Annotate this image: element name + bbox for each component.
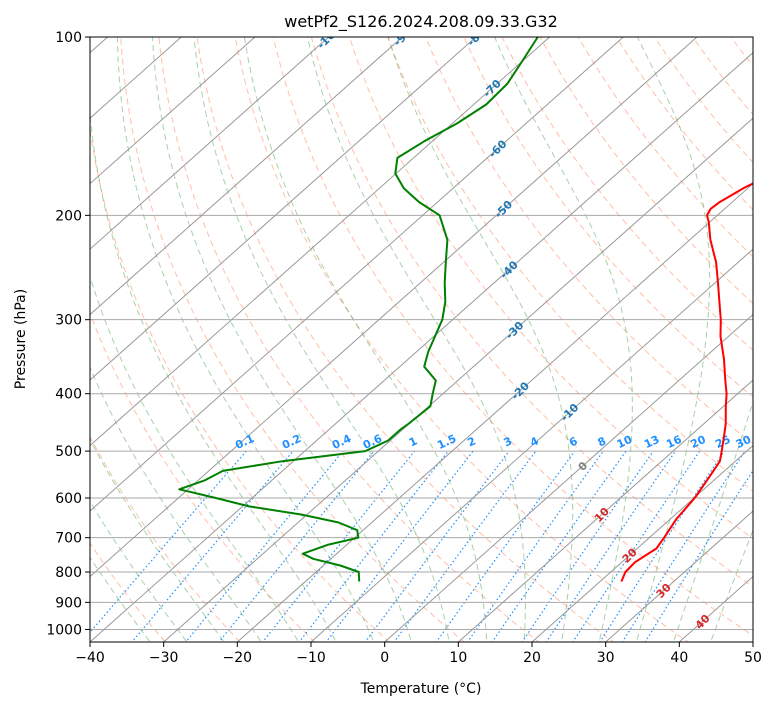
isotherm-line [90,37,330,250]
moist-adiabat-line [90,500,188,642]
mixing-ratio-line [644,469,753,642]
mixing-ratio-label: 20 [689,433,709,451]
isotherm-label: -90 [391,25,414,48]
dry-adiabat-line [501,37,753,351]
plot-frame [89,36,754,643]
isotherm-line [162,117,753,642]
dry-adiabat-line [349,37,753,540]
moist-adiabat-line [635,37,711,642]
sounding-series [178,37,753,582]
isotherm-gridlines [90,37,753,642]
mixing-ratio-line [261,450,416,642]
y-tick-label: 700 [55,531,82,547]
moist-adiabat-line [243,37,488,642]
mixing-ratio-label: 30 [734,433,754,451]
dry-adiabat-line [90,542,167,642]
moist-adiabat-line [90,366,262,642]
moist-adiabats [90,37,753,642]
x-tick-label: −10 [296,650,326,666]
x-tick-label: −30 [149,650,179,666]
dry-adiabat-line [577,37,753,258]
x-tick-label: −40 [75,650,105,666]
dry-adiabat-line [90,435,241,642]
y-axis-ticks: 100 200 300 400 500 600 700 800 900 1000 [46,30,90,638]
moist-adiabat-line [90,438,225,642]
isotherm-line [90,37,256,185]
x-tick-label: 10 [449,650,467,666]
x-tick-label: 40 [670,650,688,666]
mixing-ratio-line [545,450,676,642]
moist-adiabat-line [90,556,151,642]
y-tick-label: 400 [55,387,82,403]
isotherm-line [531,444,753,642]
mixing-ratio-line [621,450,746,642]
moist-adiabat-line [710,528,753,642]
moist-adiabat-line [90,108,337,642]
dry-adiabat-line [196,37,615,642]
isotherm-line [90,51,753,642]
chart-title: wetPf2_S126.2024.208.09.33.G32 [284,12,558,32]
x-tick-label: 30 [597,650,615,666]
x-axis-label: Temperature (°C) [360,681,482,697]
isotherm-line [90,37,404,316]
mixing-ratio-line [90,450,247,634]
mixing-ratio-label: 10 [615,433,635,451]
dry-adiabat-line [234,37,690,642]
mixing-ratio-line [131,450,294,642]
x-tick-label: 0 [380,650,389,666]
moist-adiabat-line [494,37,633,642]
x-tick-label: 20 [523,650,541,666]
dewpoint-profile-line [178,37,539,582]
isotherm-line [604,510,753,642]
isotherm-line [90,37,698,578]
y-axis-label: Pressure (hPa) [13,289,29,389]
isotherm-line [90,37,477,381]
mixing-ratio-label: 13 [642,433,661,451]
moist-adiabat-line [151,37,412,642]
dry-adiabat-line [272,37,753,637]
y-tick-label: 100 [55,30,82,46]
y-tick-label: 600 [55,491,82,507]
isotherm-line [90,37,625,512]
dry-adiabat-line [90,125,391,642]
isotherm-line [310,248,753,642]
moist-adiabat-line [306,37,526,642]
y-tick-label: 800 [55,565,82,581]
y-tick-label: 500 [55,444,82,460]
dry-adiabats [90,37,753,642]
dry-adiabat-line [120,37,465,642]
mixing-ratio-line [218,450,375,642]
dry-adiabat-line [90,311,316,642]
x-axis-ticks: −40 −30 −20 −10 0 10 20 30 40 50 [75,642,762,666]
y-tick-label: 1000 [46,622,82,638]
plot-area: -100 -90 -80-70-60-50-40-30-20-10010203040… [90,25,754,642]
mixing-ratio-line [364,450,510,642]
y-tick-label: 900 [55,595,82,611]
isotherm-line [236,182,753,642]
moist-adiabat-line [673,400,753,642]
dry-adiabat-line [387,37,753,492]
y-tick-label: 300 [55,313,82,329]
isotherm-line [383,313,753,642]
moist-adiabat-line [193,37,450,642]
x-tick-label: −20 [223,650,253,666]
dry-adiabat-line [615,37,753,211]
temperature-profile-line [620,182,753,582]
mixing-ratio-label: 16 [664,433,684,451]
isotherm-label: -80 [465,25,488,48]
isotherm-line [457,379,753,642]
isobar-gridlines [90,37,753,630]
dry-adiabat-line [425,37,753,445]
moist-adiabat-line [90,274,300,642]
x-tick-label: 50 [744,650,762,666]
y-tick-label: 200 [55,208,82,224]
dry-adiabat-line [310,37,753,588]
dry-adiabat-line [158,37,540,642]
moist-adiabat-line [387,37,574,642]
